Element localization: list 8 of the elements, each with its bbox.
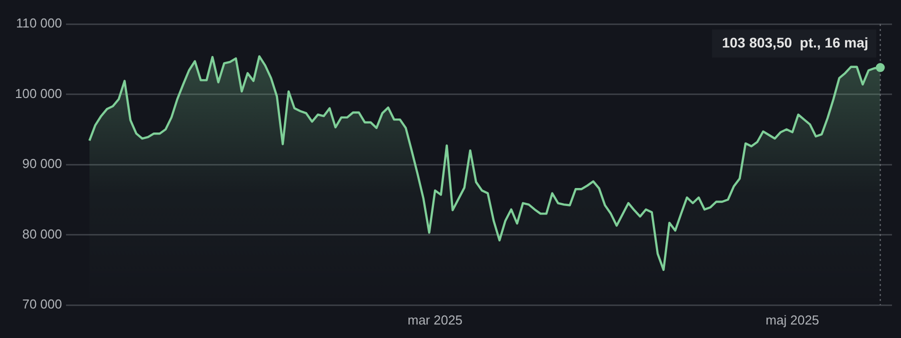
y-tick-label: 70 000	[22, 296, 62, 312]
y-tick-label: 110 000	[16, 16, 62, 31]
y-tick-label: 100 000	[15, 86, 62, 101]
annotation: 103 803,50 pt., 16 maj	[722, 34, 868, 50]
y-tick-label: 90 000	[22, 156, 62, 172]
y-tick-label: 80 000	[22, 226, 62, 242]
x-tick-label: mar 2025	[408, 312, 463, 328]
x-tick-label: maj 2025	[766, 312, 820, 328]
